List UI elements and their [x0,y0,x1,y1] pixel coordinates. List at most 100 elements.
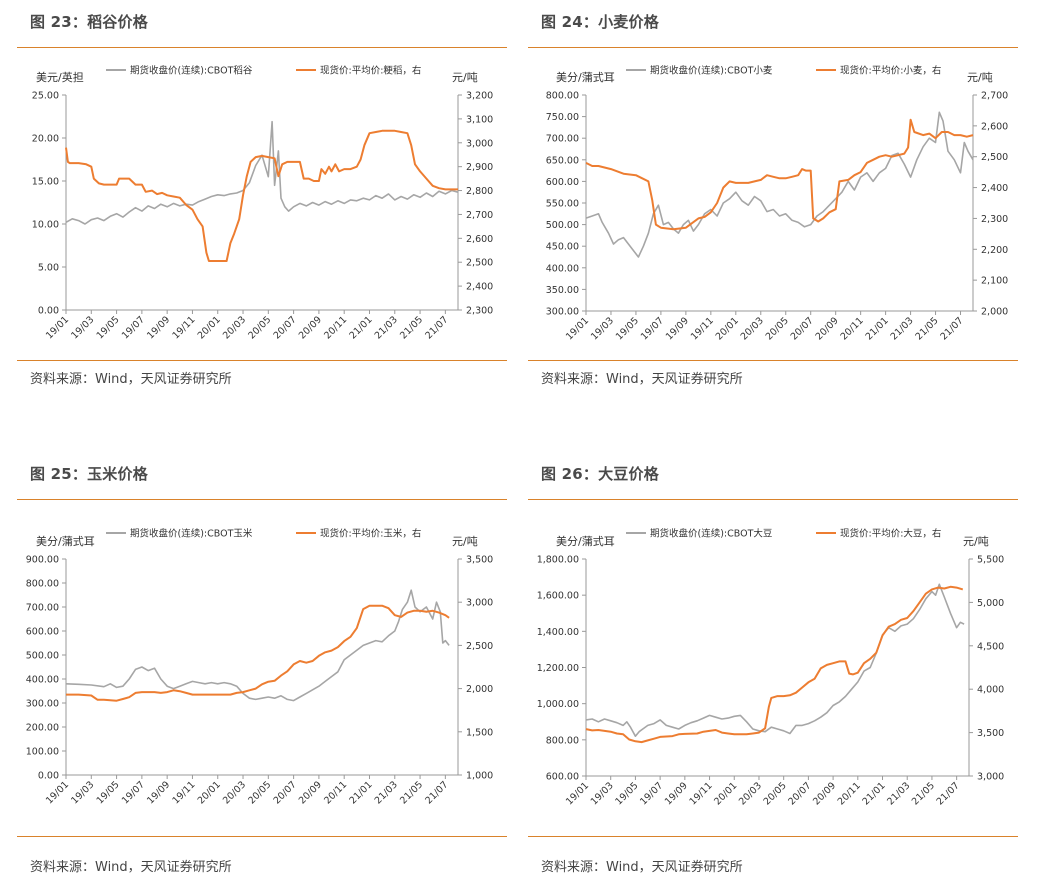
x-tick-label: 20/05 [246,314,273,341]
x-tick-label: 19/03 [589,315,616,342]
y-left-tick-label: 400.00 [546,263,579,274]
y-right-tick-label: 2,500 [466,641,493,652]
x-tick-label: 19/01 [564,780,591,807]
x-tick-label: 20/07 [272,314,299,341]
y-right-tick-label: 2,600 [981,121,1008,132]
y-right-tick-label: 5,500 [977,555,1004,566]
legend-label: 期货收盘价(连续):CBOT玉米 [130,528,253,540]
y-right-tick-label: 1,000 [466,771,493,782]
y-left-tick-label: 600.00 [546,177,579,188]
y-right-tick-label: 2,900 [466,162,493,173]
y-right-tick-label: 2,400 [981,183,1008,194]
y-right-tick-label: 3,000 [977,772,1004,783]
legend-label: 现货价:平均价:粳稻，右 [320,65,421,77]
series-line-spot [585,585,964,744]
panel-bottom-rule [528,360,1018,361]
y-right-tick-label: 3,000 [466,138,493,149]
x-tick-label: 19/09 [664,315,691,342]
panel-source: 资料来源：Wind，天风证券研究所 [541,372,743,387]
x-tick-label: 21/05 [914,315,941,342]
x-tick-label: 20/11 [839,315,866,342]
panel-title: 图 25：玉米价格 [30,465,148,483]
y-right-tick-label: 2,100 [981,276,1008,287]
x-tick-label: 19/05 [613,780,640,807]
y-left-tick-label: 300.00 [546,307,579,318]
x-tick-label: 19/09 [145,779,172,806]
series-line-futures [585,111,974,258]
x-tick-label: 19/11 [170,779,197,806]
y-left-tick-label: 600.00 [546,772,579,783]
x-tick-label: 21/05 [398,314,425,341]
panel-source: 资料来源：Wind，天风证券研究所 [30,860,232,875]
x-tick-label: 19/03 [69,779,96,806]
y-right-tick-label: 2,300 [466,306,493,317]
x-tick-label: 19/07 [639,315,666,342]
y-right-tick-label: 3,500 [977,728,1004,739]
y-right-tick-label: 2,700 [981,91,1008,102]
y-left-tick-label: 5.00 [38,263,59,274]
x-tick-label: 21/03 [889,315,916,342]
y-right-tick-label: 5,000 [977,598,1004,609]
x-tick-label: 20/01 [712,780,739,807]
panel-bottom-rule [528,836,1018,837]
x-tick-label: 20/03 [739,315,766,342]
y-left-tick-label: 1,400.00 [537,627,579,638]
y-left-tick-label: 1,000.00 [537,699,579,710]
x-tick-label: 21/03 [373,314,400,341]
legend-label: 现货价:平均价:玉米，右 [320,528,421,540]
panel-source: 资料来源：Wind，天风证券研究所 [541,860,743,875]
right-axis-unit: 元/吨 [967,71,993,84]
y-left-tick-label: 900.00 [26,555,59,566]
x-tick-label: 20/03 [221,314,248,341]
y-left-tick-label: 1,200.00 [537,663,579,674]
left-axis-unit: 美分/蒲式耳 [556,70,615,84]
y-right-tick-label: 2,000 [466,684,493,695]
y-left-tick-label: 550.00 [546,199,579,210]
x-tick-label: 19/03 [69,314,96,341]
y-right-tick-label: 2,300 [981,214,1008,225]
x-tick-label: 19/11 [688,780,715,807]
series-line-futures [585,583,965,737]
legend-label: 现货价:平均价:小麦，右 [840,65,941,77]
y-left-tick-label: 400.00 [26,675,59,686]
chart-soybean: 美分/蒲式耳 元/吨 600.00 800.00 1,000.00 1,200.00 1,4… [537,528,1005,808]
y-left-tick-label: 650.00 [546,155,579,166]
x-tick-label: 21/01 [347,314,374,341]
x-tick-label: 21/03 [373,779,400,806]
x-tick-label: 20/09 [811,780,838,807]
y-right-tick-label: 2,500 [981,152,1008,163]
y-left-tick-label: 1,800.00 [537,555,579,566]
y-left-tick-label: 800.00 [546,91,579,102]
x-tick-label: 19/09 [663,780,690,807]
x-tick-label: 20/03 [737,780,764,807]
y-left-tick-label: 800.00 [546,735,579,746]
x-tick-label: 21/03 [885,780,912,807]
x-tick-label: 21/07 [423,779,450,806]
chart-rice: 美元/英担 元/吨 0.00 5.00 10.00 15.00 20.00 25.00 2,30… [32,65,493,342]
panel-bottom-rule [17,360,507,361]
x-tick-label: 20/07 [786,780,813,807]
series-line-spot [66,604,450,702]
x-tick-label: 20/11 [322,314,349,341]
x-tick-label: 19/01 [44,779,71,806]
right-axis-unit: 元/吨 [452,535,478,548]
x-tick-label: 20/01 [714,315,741,342]
legend-label: 期货收盘价(连续):CBOT稻谷 [130,65,253,77]
series-line-spot [65,129,458,262]
x-tick-label: 21/01 [860,780,887,807]
x-tick-label: 19/11 [170,314,197,341]
y-left-tick-label: 25.00 [32,91,59,102]
y-right-tick-label: 2,400 [466,282,493,293]
panel-top-rule [17,499,507,500]
y-left-tick-label: 700.00 [546,134,579,145]
x-tick-label: 19/09 [145,314,172,341]
panel-title: 图 23：稻谷价格 [30,13,148,31]
y-left-tick-label: 300.00 [26,699,59,710]
x-tick-label: 20/07 [272,779,299,806]
y-right-tick-label: 3,500 [466,555,493,566]
panel-title: 图 26：大豆价格 [541,465,659,483]
y-left-tick-label: 10.00 [32,220,59,231]
x-tick-label: 19/03 [589,780,616,807]
y-left-tick-label: 500.00 [546,220,579,231]
x-tick-label: 20/11 [322,779,349,806]
